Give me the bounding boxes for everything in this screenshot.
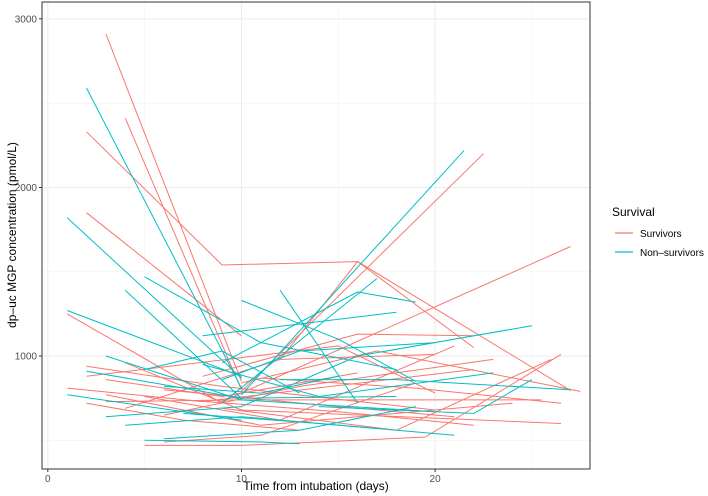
series-line-survivors (241, 153, 484, 392)
y-axis-title: dp–uc MGP concentration (pmol/L) (5, 142, 19, 328)
series-line-survivors (260, 377, 562, 404)
series-line-non-survivors (241, 299, 416, 382)
series-line-survivors (105, 394, 513, 426)
series-line-survivors (202, 333, 474, 377)
series-line-survivors (86, 212, 242, 337)
series-line-survivors (183, 399, 474, 426)
series-line-survivors (105, 372, 358, 397)
legend-label-non-survivors: Non–survivors (640, 248, 704, 259)
series-line-survivors (86, 365, 436, 411)
series-line-survivors (163, 382, 416, 443)
panel-background (42, 2, 590, 469)
grid-major (42, 2, 590, 469)
series-line-non-survivors (124, 289, 242, 399)
legend-label-survivors: Survivors (640, 229, 682, 240)
series-line-non-survivors (163, 406, 416, 440)
x-axis-title: Time from intubation (days) (243, 479, 389, 493)
series-line-non-survivors (318, 379, 533, 414)
y-axis: 1000 2000 3000 (15, 14, 42, 363)
series-line-survivors (124, 118, 242, 390)
y-tick-label: 3000 (15, 14, 38, 25)
series-line-non-survivors (86, 87, 242, 389)
x-tick-label: 10 (236, 474, 248, 485)
series-line-survivors (163, 358, 494, 416)
series-line-survivors (144, 353, 562, 446)
panel-border (41, 1, 591, 470)
series-line-survivors (86, 345, 436, 394)
series-line-non-survivors (221, 342, 436, 381)
series-line-non-survivors (280, 379, 571, 391)
plot-lines (66, 33, 581, 446)
series-line-non-survivors (105, 325, 532, 418)
series-line-non-survivors (144, 439, 300, 445)
x-axis: 0 10 20 (45, 469, 441, 485)
series-line-non-survivors (105, 355, 436, 413)
y-tick-label: 1000 (15, 352, 38, 363)
series-line-survivors (125, 362, 562, 424)
series-line-non-survivors (221, 291, 416, 364)
series-line-survivors (241, 350, 581, 392)
x-tick-label: 20 (430, 474, 442, 485)
series-line-non-survivors (221, 278, 378, 404)
series-line-non-survivors (67, 310, 242, 377)
legend: Survival Survivors Non–survivors (612, 205, 704, 259)
series-line-non-survivors (125, 416, 378, 429)
series-line-non-survivors (86, 370, 397, 399)
series-line-survivors (221, 246, 571, 403)
series-line-non-survivors (144, 350, 300, 394)
series-line-survivors (86, 131, 571, 392)
series-line-non-survivors (241, 150, 465, 396)
series-line-survivors (105, 33, 242, 382)
series-line-non-survivors (66, 217, 242, 379)
series-line-non-survivors (163, 375, 339, 394)
series-line-survivors (125, 353, 436, 409)
series-line-non-survivors (202, 364, 494, 397)
x-tick-label: 0 (45, 474, 51, 485)
y-tick-label: 2000 (15, 183, 38, 194)
series-line-survivors (86, 402, 300, 431)
legend-title: Survival (612, 205, 655, 219)
series-line-non-survivors (279, 290, 359, 404)
